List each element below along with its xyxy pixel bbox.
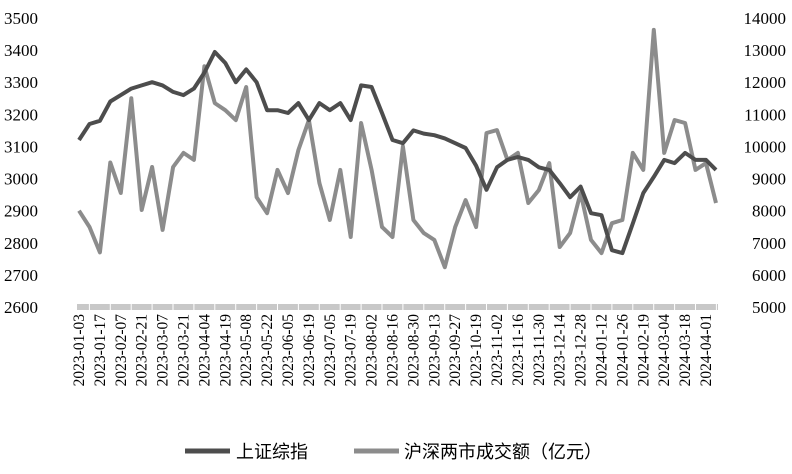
right-tick-label: 5000 (752, 298, 786, 317)
legend-label-turnover: 沪深两市成交额（亿元） (404, 442, 602, 462)
series-lines (79, 30, 716, 268)
x-tick-label: 2023-11-16 (510, 314, 527, 386)
right-tick-label: 8000 (752, 202, 786, 221)
left-tick-label: 3400 (4, 41, 38, 60)
right-tick-label: 7000 (752, 234, 786, 253)
left-tick-label: 2600 (4, 298, 38, 317)
x-tick-label: 2023-10-19 (468, 314, 485, 387)
right-tick-label: 11000 (744, 105, 786, 124)
x-tick-label: 2023-08-16 (385, 314, 402, 387)
right-tick-label: 13000 (744, 41, 787, 60)
left-tick-label: 2800 (4, 234, 38, 253)
right-tick-label: 6000 (752, 266, 786, 285)
x-tick-label: 2023-11-02 (489, 314, 506, 386)
x-tick-label: 2023-08-30 (405, 314, 422, 387)
x-tick-label: 2024-04-01 (698, 314, 715, 386)
left-tick-label: 3300 (4, 73, 38, 92)
series-line-turnover (79, 30, 716, 267)
x-tick-label: 2023-09-13 (426, 314, 443, 387)
x-tick-label: 2023-12-14 (552, 314, 569, 387)
x-tick-label: 2024-02-19 (635, 314, 652, 387)
series-line-shanghai-index (79, 52, 716, 253)
x-tick-label: 2024-01-12 (594, 314, 611, 386)
x-tick-label: 2023-03-21 (176, 314, 193, 386)
x-tick-label: 2024-03-04 (656, 314, 673, 387)
x-tick-label: 2024-03-18 (677, 314, 694, 387)
x-tick-label: 2023-05-22 (259, 314, 276, 386)
right-tick-label: 10000 (744, 137, 787, 156)
x-tick-label: 2023-08-02 (364, 314, 381, 386)
x-tick-label: 2023-05-08 (238, 314, 255, 387)
right-axis-tick-labels: 5000 6000 7000 8000 9000 10000 11000 12000 13000… (744, 9, 787, 317)
x-tick-label: 2023-07-19 (343, 314, 360, 387)
left-tick-label: 3000 (4, 170, 38, 189)
left-tick-label: 2700 (4, 266, 38, 285)
x-tick-label: 2023-02-21 (134, 314, 151, 386)
x-tick-label: 2023-01-03 (71, 314, 88, 387)
left-tick-label: 2900 (4, 202, 38, 221)
x-tick-label: 2023-01-17 (92, 314, 109, 387)
left-axis-tick-labels: 2600 2700 2800 2900 3000 3100 3200 3300 3400 3500 (4, 9, 38, 317)
x-tick-label: 2024-01-26 (614, 314, 631, 387)
right-tick-label: 14000 (744, 9, 787, 28)
x-tick-label: 2023-11-30 (531, 314, 548, 386)
left-tick-label: 3200 (4, 105, 38, 124)
left-tick-label: 3500 (4, 9, 38, 28)
x-tick-label: 2023-03-07 (155, 314, 172, 387)
right-tick-label: 12000 (744, 73, 787, 92)
x-tick-label: 2023-12-28 (573, 314, 590, 387)
legend: 上证综指 沪深两市成交额（亿元） (185, 442, 602, 462)
left-tick-label: 3100 (4, 137, 38, 156)
legend-label-shanghai-index: 上证综指 (236, 442, 308, 462)
right-tick-label: 9000 (752, 170, 786, 189)
x-tick-label: 2023-04-19 (217, 314, 234, 387)
x-tick-label: 2023-04-04 (196, 314, 213, 387)
x-tick-label: 2023-07-05 (322, 314, 339, 387)
x-tick-label: 2023-06-19 (301, 314, 318, 387)
x-tick-label: 2023-06-05 (280, 314, 297, 387)
x-tick-label: 2023-09-27 (447, 314, 464, 387)
x-tick-label: 2023-02-07 (113, 314, 130, 387)
